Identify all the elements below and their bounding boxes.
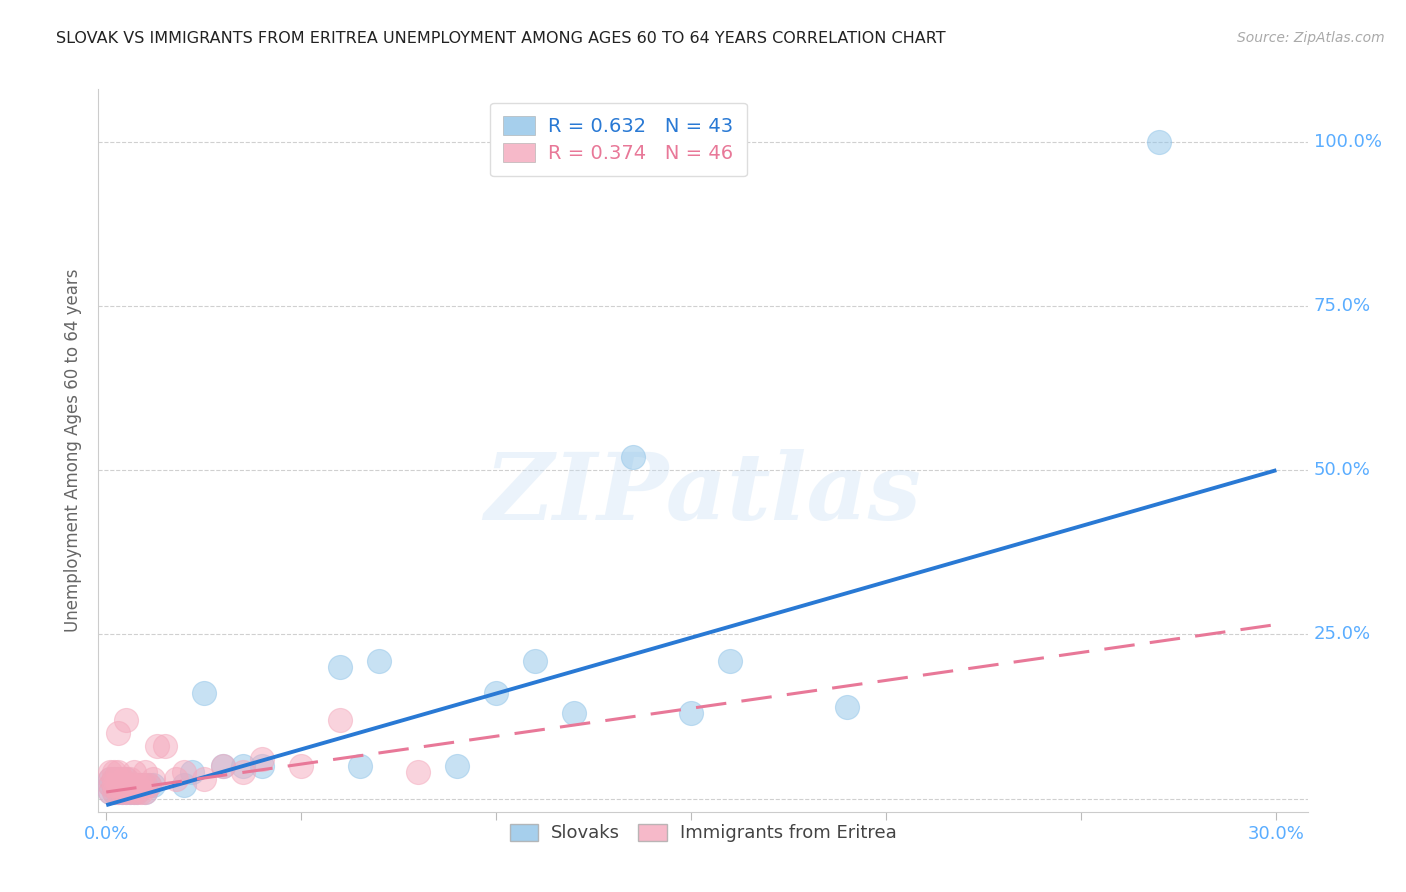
Point — [122, 785, 145, 799]
Point — [406, 765, 429, 780]
Point — [138, 779, 160, 793]
Point — [111, 785, 134, 799]
Point — [232, 765, 254, 780]
Point — [485, 686, 508, 700]
Point — [837, 699, 859, 714]
Point — [252, 752, 274, 766]
Point — [114, 779, 136, 793]
Point — [114, 785, 136, 799]
Text: 50.0%: 50.0% — [1313, 461, 1371, 479]
Point — [103, 785, 125, 799]
Point — [98, 785, 121, 799]
Point — [122, 779, 145, 793]
Text: 25.0%: 25.0% — [1313, 625, 1371, 643]
Point — [103, 765, 125, 780]
Point — [107, 785, 129, 799]
Point — [103, 772, 125, 786]
Point — [562, 706, 585, 721]
Point — [193, 772, 215, 786]
Point — [118, 779, 141, 793]
Point — [329, 660, 352, 674]
Point — [118, 785, 141, 799]
Point — [621, 450, 644, 464]
Point — [111, 779, 134, 793]
Point — [173, 779, 195, 793]
Point — [134, 785, 156, 799]
Point — [146, 739, 169, 753]
Point — [103, 779, 125, 793]
Point — [98, 779, 121, 793]
Point — [107, 772, 129, 786]
Point — [1149, 135, 1171, 149]
Point — [107, 765, 129, 780]
Point — [142, 772, 165, 786]
Point — [718, 654, 741, 668]
Point — [181, 765, 204, 780]
Text: Source: ZipAtlas.com: Source: ZipAtlas.com — [1237, 31, 1385, 45]
Point — [103, 772, 125, 786]
Point — [114, 772, 136, 786]
Point — [153, 739, 176, 753]
Point — [134, 779, 156, 793]
Point — [138, 779, 160, 793]
Point — [114, 785, 136, 799]
Point — [165, 772, 187, 786]
Point — [368, 654, 391, 668]
Point — [212, 758, 235, 772]
Point — [111, 772, 134, 786]
Point — [98, 779, 121, 793]
Point — [107, 779, 129, 793]
Point — [252, 758, 274, 772]
Point — [131, 779, 153, 793]
Point — [122, 765, 145, 780]
Point — [111, 785, 134, 799]
Point — [111, 779, 134, 793]
Point — [131, 785, 153, 799]
Point — [329, 713, 352, 727]
Point — [127, 779, 149, 793]
Point — [134, 765, 156, 780]
Point — [103, 785, 125, 799]
Point — [290, 758, 312, 772]
Point — [98, 772, 121, 786]
Point — [134, 785, 156, 799]
Y-axis label: Unemployment Among Ages 60 to 64 years: Unemployment Among Ages 60 to 64 years — [65, 268, 83, 632]
Point — [349, 758, 371, 772]
Point — [107, 772, 129, 786]
Point — [98, 772, 121, 786]
Point — [103, 779, 125, 793]
Point — [173, 765, 195, 780]
Point — [98, 765, 121, 780]
Point — [107, 726, 129, 740]
Point — [131, 779, 153, 793]
Point — [107, 779, 129, 793]
Legend: Slovaks, Immigrants from Eritrea: Slovaks, Immigrants from Eritrea — [502, 816, 904, 850]
Point — [107, 785, 129, 799]
Point — [142, 779, 165, 793]
Point — [114, 779, 136, 793]
Point — [524, 654, 547, 668]
Point — [127, 785, 149, 799]
Point — [127, 779, 149, 793]
Point — [122, 779, 145, 793]
Point — [681, 706, 703, 721]
Point — [118, 779, 141, 793]
Text: 100.0%: 100.0% — [1313, 133, 1382, 151]
Text: SLOVAK VS IMMIGRANTS FROM ERITREA UNEMPLOYMENT AMONG AGES 60 TO 64 YEARS CORRELA: SLOVAK VS IMMIGRANTS FROM ERITREA UNEMPL… — [56, 31, 946, 46]
Point — [114, 713, 136, 727]
Point — [212, 758, 235, 772]
Point — [193, 686, 215, 700]
Point — [98, 785, 121, 799]
Point — [232, 758, 254, 772]
Point — [446, 758, 468, 772]
Point — [134, 779, 156, 793]
Point — [127, 785, 149, 799]
Point — [114, 772, 136, 786]
Point — [118, 772, 141, 786]
Text: 75.0%: 75.0% — [1313, 297, 1371, 315]
Point — [122, 785, 145, 799]
Point — [118, 785, 141, 799]
Text: ZIPatlas: ZIPatlas — [485, 449, 921, 539]
